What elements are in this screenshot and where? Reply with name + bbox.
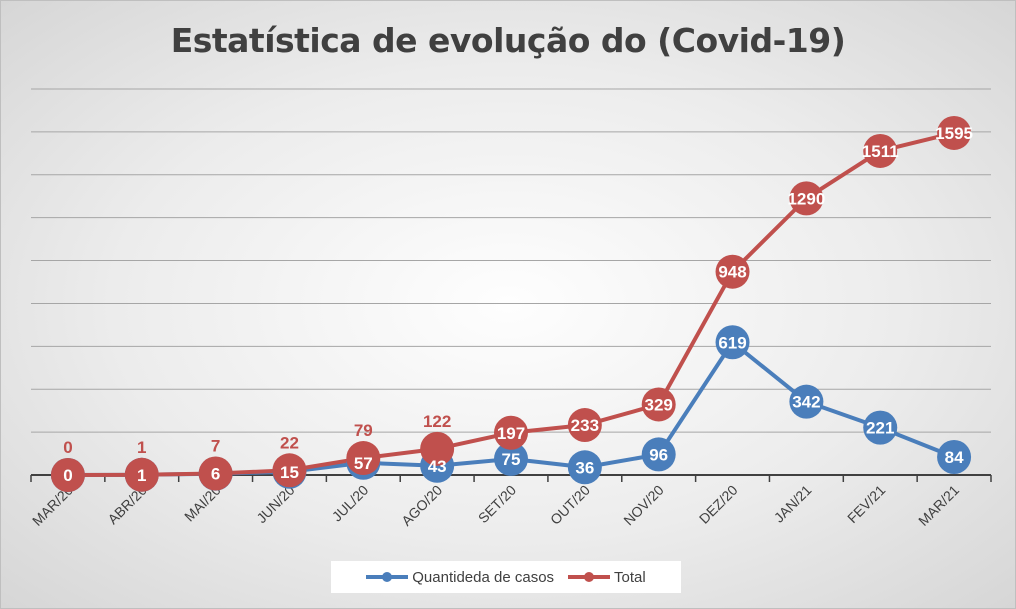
data-point	[937, 439, 972, 474]
data-point	[346, 441, 381, 476]
x-tick-label: OUT/20	[547, 482, 593, 528]
data-point	[789, 181, 824, 216]
data-point	[641, 387, 676, 422]
data-point	[789, 384, 824, 419]
data-label: 619	[718, 333, 746, 352]
data-label: 0	[63, 438, 72, 457]
data-label: 1	[137, 466, 146, 485]
data-label: 0	[63, 466, 72, 485]
data-label: 329	[645, 395, 673, 414]
data-label: 1511	[862, 142, 899, 161]
x-tick-label: SET/20	[475, 482, 519, 526]
x-tick-label: FEV/21	[844, 482, 888, 526]
data-label: 7	[211, 436, 220, 455]
legend-item: Quantideda de casos	[366, 569, 554, 586]
data-point	[641, 437, 676, 472]
x-tick-label: AGO/20	[398, 482, 445, 529]
data-label: 36	[575, 458, 594, 477]
data-point	[715, 254, 750, 289]
data-point	[494, 415, 528, 450]
data-label: 84	[945, 448, 964, 467]
x-tick-label: JUL/20	[329, 482, 372, 525]
legend-marker	[366, 572, 409, 582]
data-label: 96	[649, 445, 668, 464]
data-point	[50, 458, 85, 492]
legend: Quantideda de casos Total	[331, 561, 681, 593]
data-label: 948	[718, 263, 746, 282]
data-label: 79	[354, 421, 373, 440]
legend-label: Quantideda de casos	[412, 568, 555, 586]
data-label: 1290	[787, 189, 825, 208]
legend-marker	[568, 572, 611, 582]
data-label: 233	[571, 416, 599, 435]
data-point	[863, 410, 898, 445]
data-label: 57	[354, 454, 373, 473]
legend-label: Total	[614, 568, 646, 586]
data-point	[272, 453, 307, 488]
data-label: 197	[497, 424, 525, 443]
data-point	[198, 456, 233, 491]
data-point	[863, 133, 898, 168]
data-label: 122	[423, 412, 451, 431]
data-point	[567, 450, 602, 485]
x-tick-label: DEZ/20	[696, 482, 741, 527]
data-point	[124, 457, 159, 492]
legend-item: Total	[568, 569, 646, 586]
x-tick-label: NOV/20	[620, 482, 667, 529]
data-label: 342	[792, 393, 820, 412]
data-point	[715, 325, 750, 360]
data-label: 1595	[935, 124, 973, 143]
data-point	[567, 408, 602, 443]
x-tick-label: MAR/21	[915, 482, 962, 529]
data-label: 15	[280, 463, 299, 482]
data-label: 6	[211, 465, 220, 484]
data-point	[494, 441, 528, 476]
data-point	[937, 115, 972, 150]
data-label: 75	[502, 450, 521, 469]
data-label: 22	[280, 433, 299, 452]
data-label: 43	[428, 457, 447, 476]
chart-title: Estatística de evolução do (Covid-19)	[170, 21, 846, 60]
data-point	[420, 431, 455, 466]
x-tick-label: JAN/21	[771, 482, 815, 526]
data-label: 221	[866, 419, 894, 438]
data-label: 1	[137, 438, 146, 457]
